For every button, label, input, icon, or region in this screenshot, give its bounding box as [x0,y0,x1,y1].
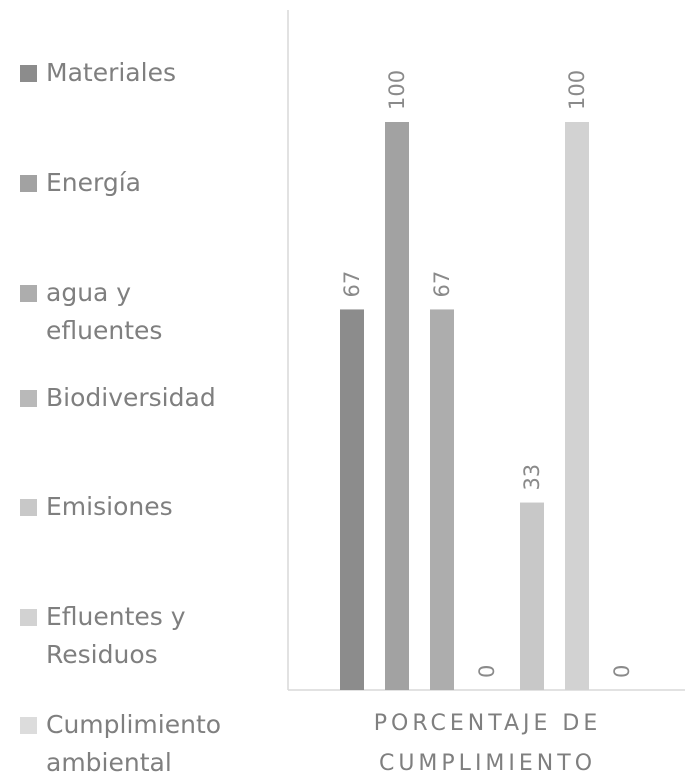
legend-item: Biodiversidad [20,379,225,417]
legend-swatch [20,175,37,192]
bar [430,309,454,690]
value-label: 0 [610,665,634,678]
category-label: PORCENTAJE DE CUMPLIMIENTO [373,711,602,776]
legend-swatch [20,390,37,407]
legend-label: Efluentes y Residuos [46,602,186,669]
legend-item: agua y efluentes [20,274,225,350]
legend-swatch [20,499,37,516]
legend-item: Materiales [20,54,225,92]
legend-item: Cumplimiento ambiental [20,706,225,781]
legend-label: Materiales [46,58,176,87]
legend-label: Cumplimiento ambiental [46,710,222,777]
legend-swatch [20,717,37,734]
legend-swatch [20,285,37,302]
value-label: 67 [430,271,454,298]
value-label: 100 [565,70,589,110]
value-label: 33 [520,464,544,491]
legend-swatch [20,609,37,626]
legend-label: Emisiones [46,492,173,521]
value-label: 67 [340,271,364,298]
bar [565,122,589,690]
legend-item: Efluentes y Residuos [20,598,225,674]
bar [340,309,364,690]
legend-item: Energía [20,164,225,202]
legend-item: Emisiones [20,488,225,526]
bar [520,502,544,690]
legend-label: Energía [46,168,141,197]
legend-swatch [20,65,37,82]
value-label: 100 [385,70,409,110]
value-label: 0 [475,665,499,678]
legend-label: Biodiversidad [46,383,216,412]
legend-label: agua y efluentes [46,278,163,345]
bar [385,122,409,690]
